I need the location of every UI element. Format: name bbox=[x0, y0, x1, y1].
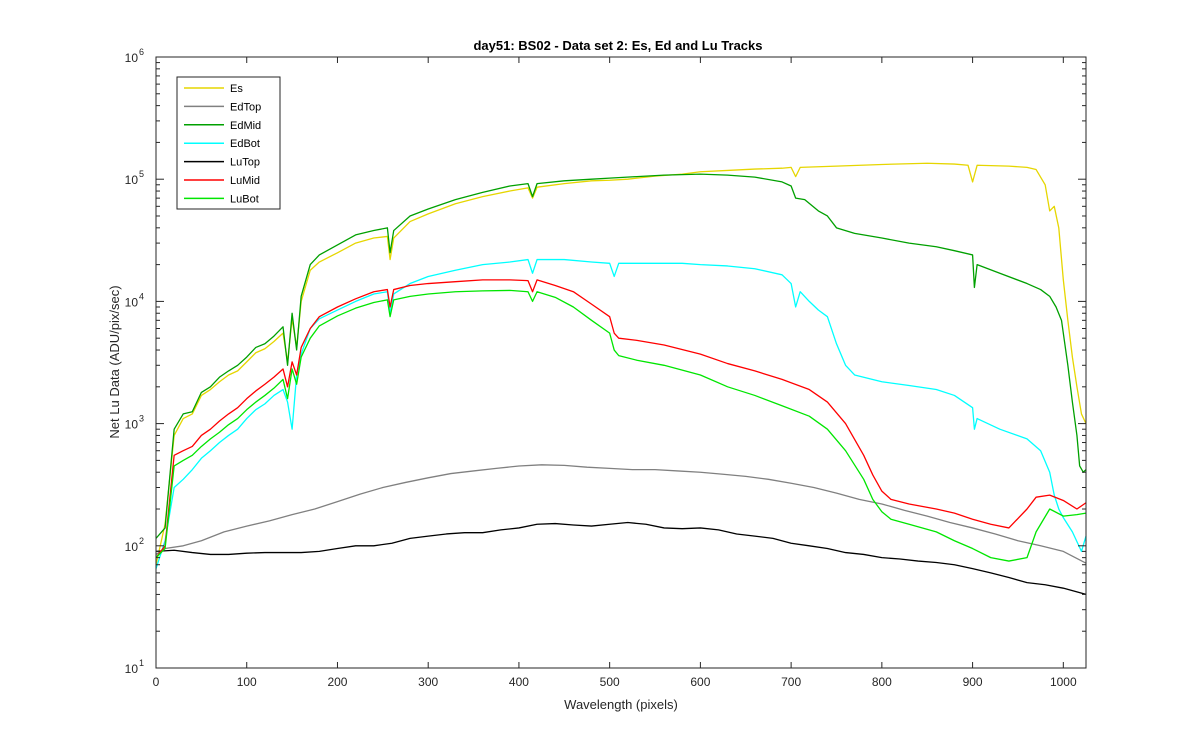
x-axis-ticks: 0 100 200 300 400 500 600 700 800 900 1000 bbox=[153, 57, 1077, 689]
y-tick-label: 10 bbox=[125, 662, 139, 676]
chart-title: day51: BS02 - Data set 2: Es, Ed and Lu … bbox=[473, 38, 762, 53]
legend-label-edmid: EdMid bbox=[230, 120, 261, 132]
x-tick-label: 700 bbox=[781, 675, 801, 689]
series-line-lumid bbox=[155, 279, 1087, 559]
y-tick-exponent: 1 bbox=[139, 658, 144, 668]
legend-box bbox=[176, 76, 281, 210]
x-tick-label: 100 bbox=[237, 675, 257, 689]
series-line-lubot bbox=[155, 289, 1087, 562]
y-tick-exponent: 2 bbox=[139, 536, 144, 546]
legend-label-lubot: LuBot bbox=[230, 193, 259, 205]
legend-label-edtop: EdTop bbox=[230, 101, 261, 113]
series-line-edbot bbox=[155, 258, 1087, 569]
plot-area: 0 100 200 300 400 500 600 700 800 900 1000 10 110 21… bbox=[125, 47, 1087, 689]
y-tick-label: 10 bbox=[125, 173, 139, 187]
series-line-edmid bbox=[155, 173, 1087, 539]
y-tick-label: 10 bbox=[125, 540, 139, 554]
x-tick-label: 0 bbox=[153, 675, 160, 689]
plot-background bbox=[156, 57, 1086, 668]
y-tick-exponent: 3 bbox=[139, 414, 144, 424]
y-tick-exponent: 5 bbox=[139, 169, 144, 179]
x-tick-label: 500 bbox=[600, 675, 620, 689]
legend-label-edbot: EdBot bbox=[230, 138, 260, 150]
x-tick-label: 900 bbox=[963, 675, 983, 689]
legend-label-lutop: LuTop bbox=[230, 157, 260, 169]
y-axis-label: Net Lu Data (ADU/pix/sec) bbox=[107, 285, 122, 438]
x-axis-label: Wavelength (pixels) bbox=[564, 697, 678, 712]
x-tick-label: 200 bbox=[327, 675, 347, 689]
y-tick-label: 10 bbox=[125, 51, 139, 65]
y-tick-label: 10 bbox=[125, 418, 139, 432]
legend: Es EdTop EdMid EdBot LuTop LuMid LuBot bbox=[176, 76, 281, 210]
x-tick-label: 1000 bbox=[1050, 675, 1077, 689]
x-tick-label: 400 bbox=[509, 675, 529, 689]
series-line-es bbox=[155, 162, 1087, 565]
series-line-edtop bbox=[155, 464, 1087, 564]
legend-label-lumid: LuMid bbox=[230, 175, 260, 187]
plot-frame bbox=[155, 56, 1087, 669]
x-tick-label: 600 bbox=[690, 675, 710, 689]
series-line-lutop bbox=[155, 521, 1087, 596]
legend-label-es: Es bbox=[230, 83, 243, 95]
series-lines bbox=[155, 162, 1087, 596]
y-tick-exponent: 6 bbox=[139, 47, 144, 57]
y-tick-label: 10 bbox=[125, 295, 139, 309]
x-tick-label: 800 bbox=[872, 675, 892, 689]
x-tick-label: 300 bbox=[418, 675, 438, 689]
y-tick-exponent: 4 bbox=[139, 291, 144, 301]
